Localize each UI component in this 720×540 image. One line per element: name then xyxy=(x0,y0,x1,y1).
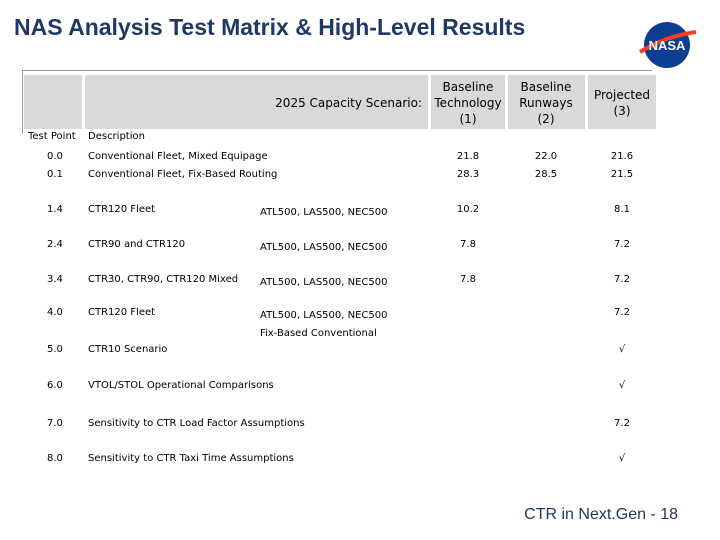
test-point: 6.0 xyxy=(47,380,63,391)
test-point: 1.4 xyxy=(47,204,63,215)
description: Sensitivity to CTR Taxi Time Assumptions xyxy=(88,453,294,464)
result: √ xyxy=(618,380,626,391)
description: CTR120 Fleet xyxy=(88,307,156,318)
result: 21.8 xyxy=(456,151,480,162)
test-point: 0.0 xyxy=(47,151,63,162)
header-cell xyxy=(85,75,428,129)
result: 28.3 xyxy=(456,169,480,180)
logo-text: NASA xyxy=(649,38,686,53)
header-cell xyxy=(24,75,82,129)
scenario-label: 2025 Capacity Scenario: xyxy=(275,96,422,110)
description: CTR90 and CTR120 xyxy=(88,239,186,250)
header-cell xyxy=(588,75,656,129)
test-point: 2.4 xyxy=(47,239,63,250)
result: 7.2 xyxy=(614,274,630,285)
result: 7.2 xyxy=(614,418,630,429)
result: √ xyxy=(618,453,626,464)
test-point: 3.4 xyxy=(47,274,63,285)
rule xyxy=(22,70,652,71)
description: Conventional Fleet, Mixed Equipage xyxy=(88,151,268,162)
result: 10.2 xyxy=(456,204,480,215)
airports: ATL500, LAS500, NEC500 xyxy=(260,310,388,321)
header-cell xyxy=(508,75,585,129)
rule xyxy=(22,70,23,134)
result: √ xyxy=(618,344,626,355)
subheader: Test Point xyxy=(28,131,76,142)
result: 7.2 xyxy=(614,307,630,318)
result: 28.5 xyxy=(534,169,558,180)
logo-swoosh xyxy=(638,30,697,54)
result: 21.5 xyxy=(610,169,634,180)
subheader: Description xyxy=(88,131,145,142)
test-point: 4.0 xyxy=(47,307,63,318)
airports: ATL500, LAS500, NEC500 xyxy=(260,277,388,288)
description: Sensitivity to CTR Load Factor Assumptio… xyxy=(88,418,305,429)
footer: CTR in Next.Gen - 18 xyxy=(524,506,678,523)
result: 22.0 xyxy=(534,151,558,162)
slide-title: NAS Analysis Test Matrix & High-Level Re… xyxy=(14,14,526,40)
test-point: 7.0 xyxy=(47,418,63,429)
result: 7.2 xyxy=(614,239,630,250)
description: Conventional Fleet, Fix-Based Routing xyxy=(88,169,278,180)
logo: NASA xyxy=(638,22,697,68)
airports: ATL500, LAS500, NEC500 xyxy=(260,207,388,218)
result: 7.8 xyxy=(460,274,476,285)
airports: Fix-Based Conventional xyxy=(260,328,377,339)
column-header: Projected (3) xyxy=(593,88,651,118)
header-cell xyxy=(431,75,505,129)
test-point: 0.1 xyxy=(47,169,63,180)
column-header: Baseline Technology (1) xyxy=(434,80,502,126)
test-point: 8.0 xyxy=(47,453,63,464)
column-header: Baseline Runways (2) xyxy=(519,80,573,126)
airports: ATL500, LAS500, NEC500 xyxy=(260,242,388,253)
result: 7.8 xyxy=(460,239,476,250)
description: CTR120 Fleet xyxy=(88,204,156,215)
description: CTR10 Scenario xyxy=(88,344,168,355)
result: 21.6 xyxy=(610,151,634,162)
description: CTR30, CTR90, CTR120 Mixed xyxy=(88,274,239,285)
result: 8.1 xyxy=(614,204,630,215)
description: VTOL/STOL Operational Comparisons xyxy=(88,380,274,391)
test-point: 5.0 xyxy=(47,344,63,355)
